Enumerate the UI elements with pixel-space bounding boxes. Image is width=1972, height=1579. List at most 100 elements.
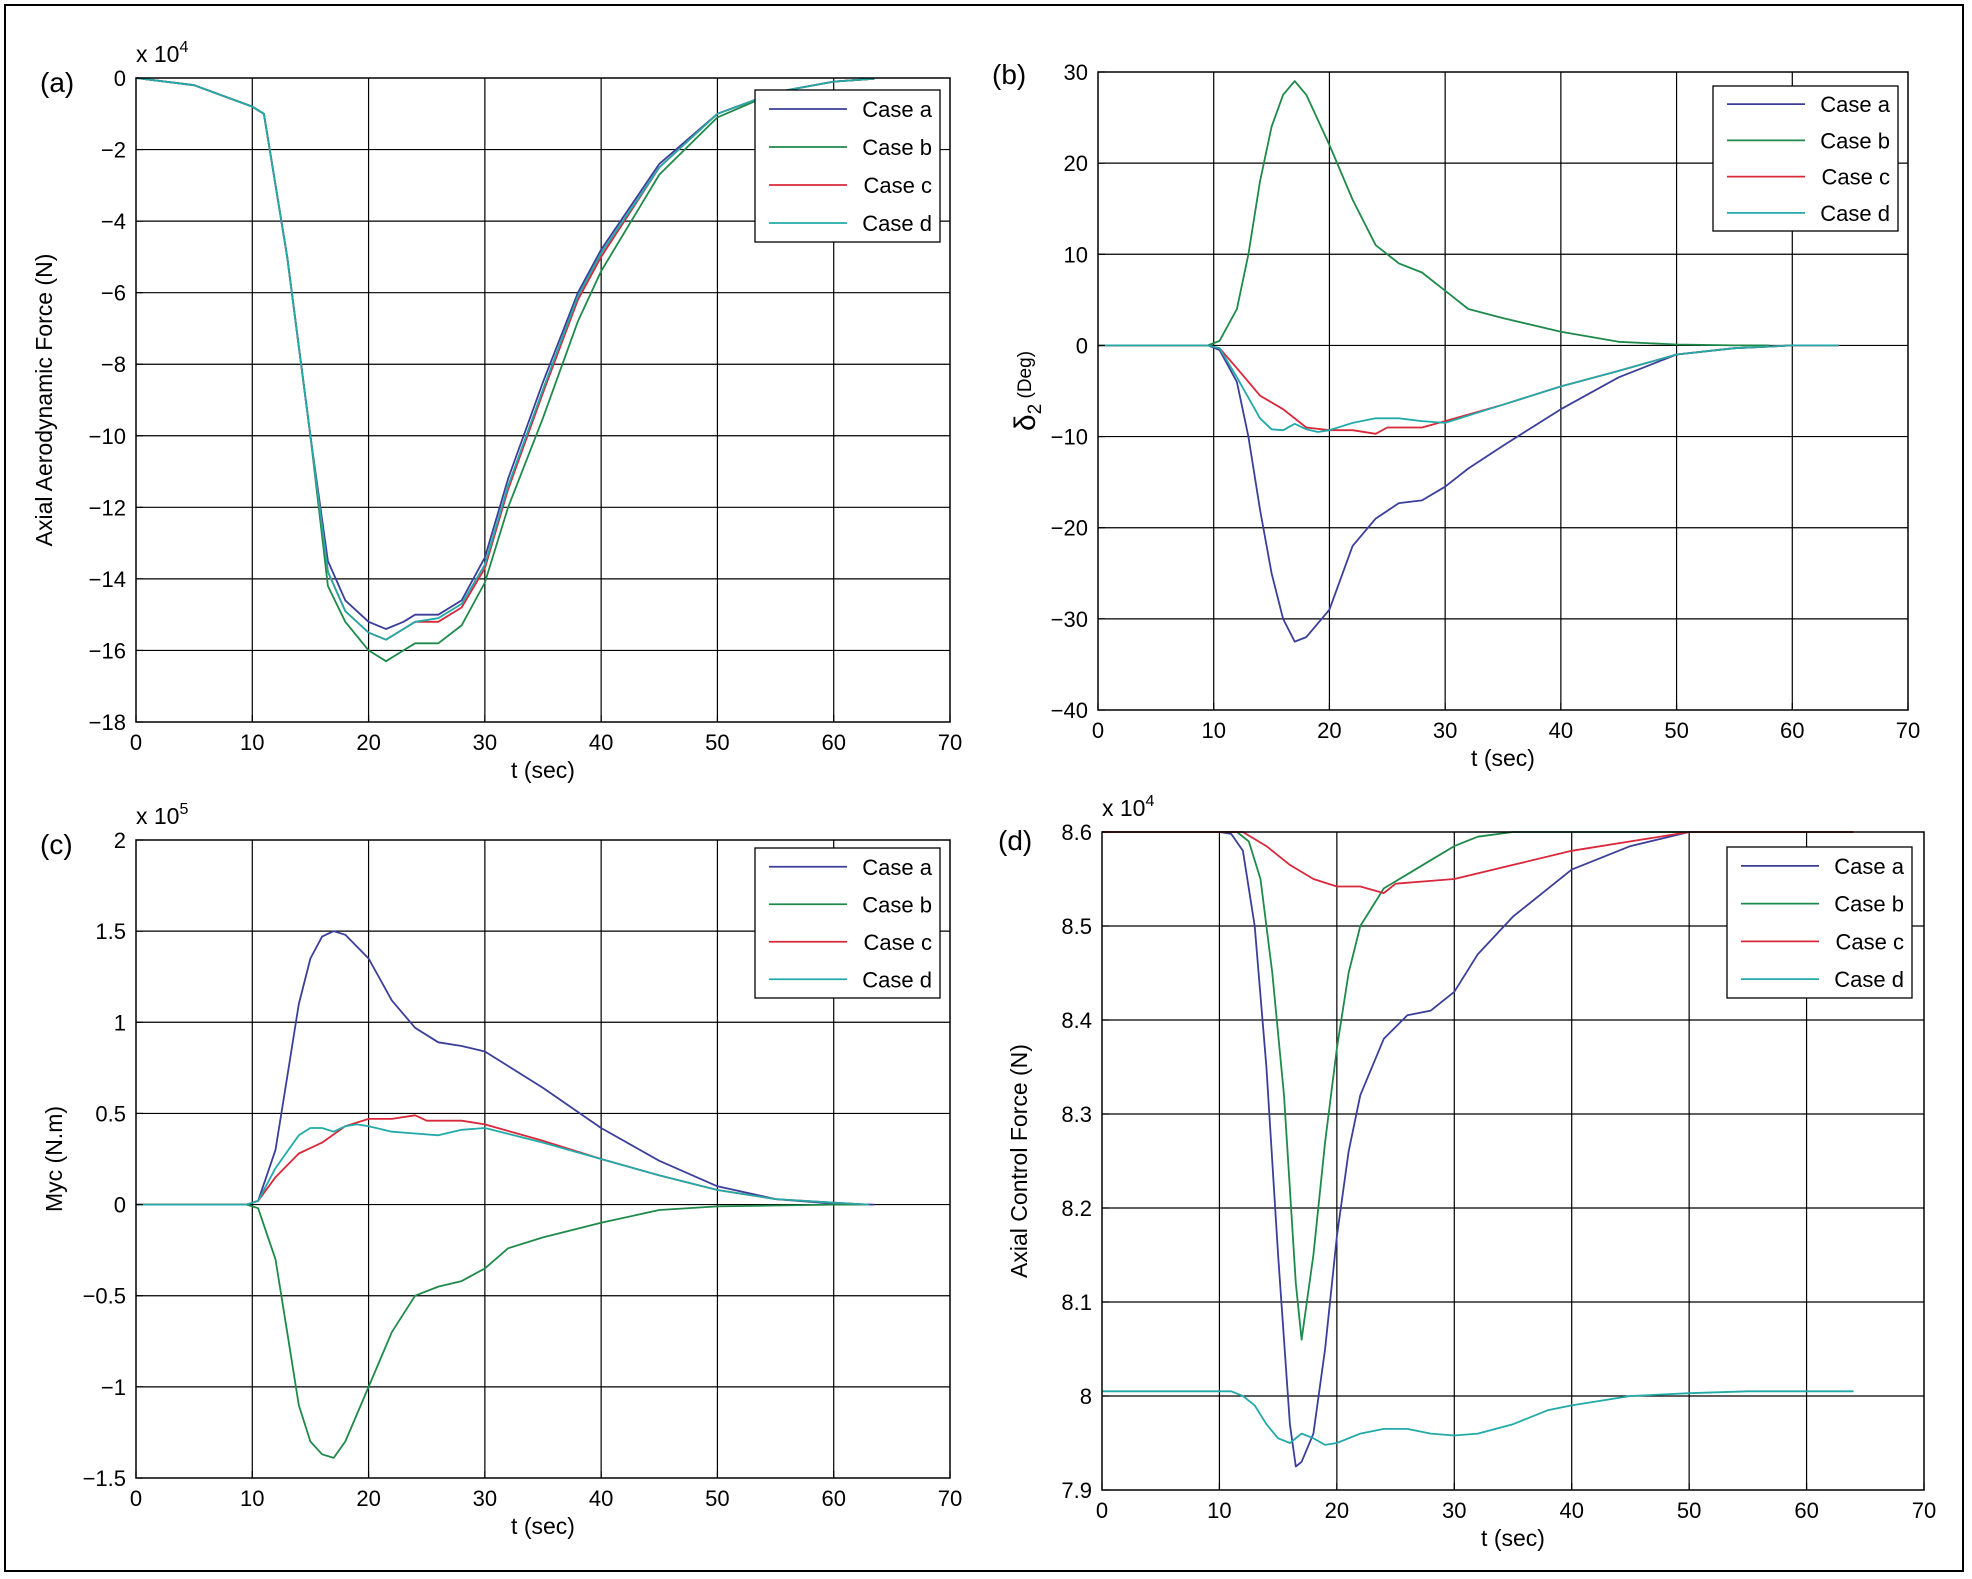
legend-entry: Case d — [1834, 967, 1904, 992]
y-tick-label: 30 — [1064, 60, 1088, 85]
y-tick-label: 1.5 — [95, 919, 126, 944]
y-tick-label: 8.4 — [1061, 1008, 1092, 1033]
legend-entry: Case c — [864, 173, 932, 198]
y-tick-label: 0.5 — [95, 1101, 126, 1126]
legend: Case a Case b Case c Case d — [1712, 85, 1899, 232]
legend: Case a Case b Case c Case d — [754, 847, 941, 999]
x-tick-label: 30 — [1442, 1498, 1466, 1523]
y-tick-label: −0.5 — [83, 1284, 126, 1309]
legend-entry: Case d — [862, 211, 932, 236]
x-tick-label: 70 — [938, 1486, 962, 1511]
x-tick-label: 70 — [1912, 1498, 1936, 1523]
y-tick-label: 8.3 — [1061, 1102, 1092, 1127]
x-tick-label: 60 — [821, 730, 845, 755]
legend: Case a Case b Case c Case d — [1726, 846, 1913, 999]
legend-entry: Case b — [1834, 892, 1904, 917]
y-tick-label: −1.5 — [83, 1466, 126, 1491]
x-tick-label: 50 — [1664, 718, 1688, 743]
y-tick-label: −2 — [101, 138, 126, 163]
chart-panel-3: 0 10 20 30 40 50 60 70 −1.5 −1 −0.5 0 0.5 1 1.5 2 t (sec… — [40, 801, 962, 1539]
series-line-case-d — [136, 77, 875, 641]
x-tick-label: 50 — [705, 730, 729, 755]
x-tick-label: 60 — [1780, 718, 1804, 743]
axes-box — [1097, 71, 1909, 711]
y-tick-label: 8.2 — [1061, 1196, 1092, 1221]
x-tick-label: 40 — [1549, 718, 1573, 743]
x-tick-label: 60 — [821, 1486, 845, 1511]
x-tick-label: 40 — [1559, 1498, 1583, 1523]
legend-entry: Case d — [1820, 201, 1890, 226]
x-axis-label: t (sec) — [1481, 1525, 1545, 1551]
legend-entry: Case a — [862, 855, 932, 880]
y-tick-label: −4 — [101, 209, 126, 234]
y-tick-label: −10 — [89, 424, 126, 449]
axis-multiplier: x 104 — [1102, 793, 1154, 821]
x-axis-label: t (sec) — [511, 1513, 575, 1539]
y-tick-label: −18 — [89, 710, 126, 735]
series-line-case-c — [1098, 344, 1839, 435]
legend-entry: Case c — [1822, 165, 1890, 190]
x-tick-label: 10 — [240, 730, 264, 755]
series-line-case-b — [1098, 80, 1770, 347]
x-tick-label: 10 — [240, 1486, 264, 1511]
legend-entry: Case b — [862, 892, 932, 917]
y-tick-label: 8.1 — [1061, 1290, 1092, 1315]
series-line-case-a — [136, 930, 875, 1206]
x-tick-label: 0 — [130, 730, 142, 755]
x-tick-label: 0 — [1096, 1498, 1108, 1523]
axis-multiplier: x 105 — [136, 801, 188, 829]
y-tick-label: 8.6 — [1061, 820, 1092, 845]
y-tick-label: −1 — [101, 1375, 126, 1400]
x-tick-label: 20 — [356, 1486, 380, 1511]
axis-multiplier: x 104 — [136, 39, 188, 67]
legend-entry: Case a — [862, 97, 932, 122]
y-tick-label: 0 — [1076, 333, 1088, 358]
y-tick-label: −14 — [89, 567, 126, 592]
x-tick-label: 70 — [1896, 718, 1920, 743]
y-tick-label: −10 — [1051, 425, 1088, 450]
legend-entry: Case a — [1820, 92, 1890, 117]
legend-entry: Case c — [1836, 929, 1904, 954]
y-tick-label: 7.9 — [1061, 1478, 1092, 1503]
legend-entry: Case c — [864, 930, 932, 955]
y-tick-label: 20 — [1064, 151, 1088, 176]
x-tick-label: 10 — [1207, 1498, 1231, 1523]
panel-label: (b) — [992, 59, 1026, 90]
y-tick-label: 8 — [1080, 1384, 1092, 1409]
series-line-case-a — [1098, 344, 1839, 643]
x-tick-label: 30 — [473, 730, 497, 755]
y-tick-label: −16 — [89, 638, 126, 663]
x-tick-label: 0 — [1092, 718, 1104, 743]
legend: Case a Case b Case c Case d — [754, 89, 941, 243]
y-tick-label: 8.5 — [1061, 914, 1092, 939]
x-tick-label: 40 — [589, 730, 613, 755]
series-line-case-d — [136, 1123, 869, 1206]
panel-label: (c) — [40, 829, 73, 860]
y-axis-label: δ2 (Deg) — [1009, 351, 1046, 431]
x-tick-label: 20 — [1325, 1498, 1349, 1523]
series-line-case-b — [136, 1203, 869, 1459]
legend-entry: Case a — [1834, 854, 1904, 879]
y-tick-label: 1 — [114, 1010, 126, 1035]
series-line-case-a — [1102, 831, 1854, 1468]
x-tick-label: 40 — [589, 1486, 613, 1511]
figure-frame — [4, 4, 1964, 1572]
y-tick-label: −6 — [101, 281, 126, 306]
y-tick-label: −20 — [1051, 516, 1088, 541]
axes-box — [135, 839, 951, 1479]
y-axis-label: Axial Control Force (N) — [1006, 1044, 1032, 1278]
x-axis-label: t (sec) — [511, 757, 575, 783]
chart-panel-4: 0 10 20 30 40 50 60 70 7.9 8 8.1 8.2 8.3 8.4 8.5 8.6 t (… — [998, 793, 1936, 1551]
x-tick-label: 30 — [473, 1486, 497, 1511]
chart-panel-2: 0 10 20 30 40 50 60 70 −40 −30 −20 −10 0 10 20 30 t (sec… — [992, 59, 1920, 771]
x-tick-label: 60 — [1794, 1498, 1818, 1523]
y-tick-label: −40 — [1051, 698, 1088, 723]
series-line-case-c — [136, 1114, 869, 1206]
axes-box — [135, 77, 951, 723]
panel-label: (d) — [998, 825, 1032, 856]
x-tick-label: 50 — [705, 1486, 729, 1511]
x-tick-label: 0 — [130, 1486, 142, 1511]
x-tick-label: 30 — [1433, 718, 1457, 743]
x-tick-label: 20 — [1317, 718, 1341, 743]
